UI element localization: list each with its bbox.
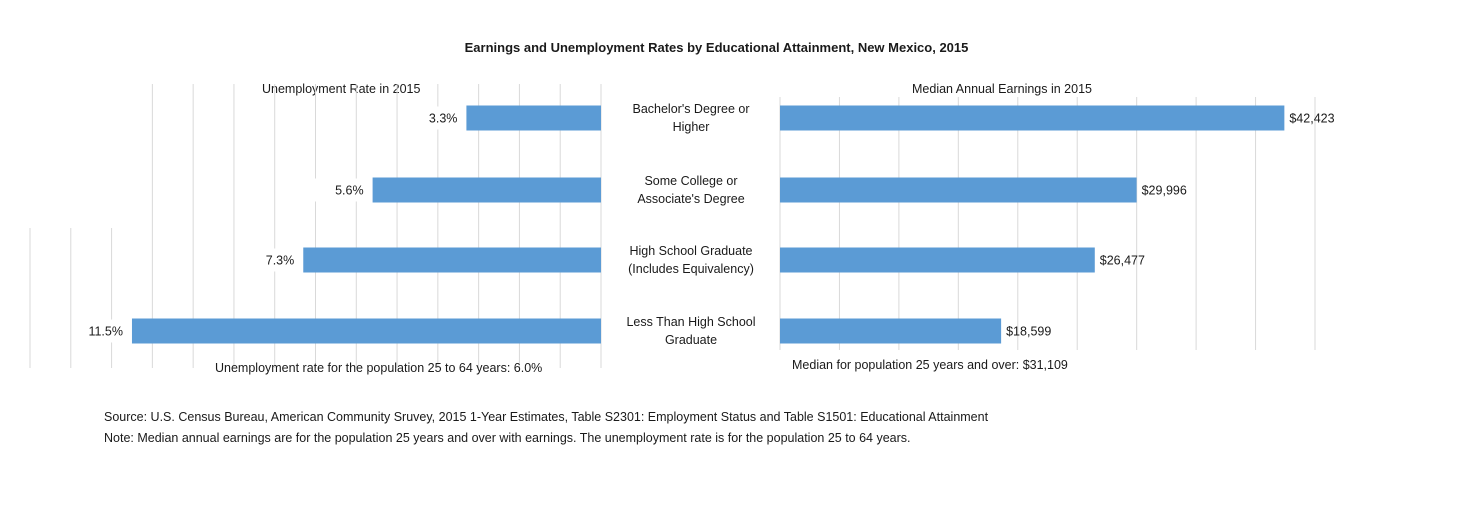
unemployment-data-label: 7.3% — [266, 254, 295, 268]
earnings-bar — [780, 177, 1137, 203]
unemployment-panel-title: Unemployment Rate in 2015 — [262, 82, 421, 96]
earnings-data-label: $42,423 — [1289, 112, 1334, 126]
unemployment-data-label: 11.5% — [88, 325, 123, 339]
unemployment-bar — [303, 247, 601, 273]
data-label-background — [243, 248, 300, 272]
data-label-background — [312, 178, 369, 202]
earnings-data-label: $26,477 — [1100, 254, 1145, 268]
footnote: Note: Median annual earnings are for the… — [104, 431, 911, 445]
source-note: Source: U.S. Census Bureau, American Com… — [104, 410, 989, 424]
earnings-data-label: $18,599 — [1006, 325, 1051, 339]
data-label-background — [71, 319, 128, 343]
earnings-panel-title: Median Annual Earnings in 2015 — [912, 82, 1092, 96]
unemployment-data-label: 3.3% — [429, 112, 458, 126]
category-label: Less Than High School Graduate — [626, 315, 755, 347]
category-label: Bachelor's Degree or Higher — [632, 102, 749, 134]
category-labels: Bachelor's Degree or Higher Some College o… — [626, 102, 755, 347]
unemployment-overall-note: Unemployment rate for the population 25 … — [215, 361, 543, 375]
unemployment-bar — [131, 318, 601, 344]
chart-title: Earnings and Unemployment Rates by Educa… — [464, 40, 969, 55]
earnings-bar — [780, 105, 1285, 131]
unemployment-bar — [372, 177, 601, 203]
earnings-bars: $42,423 $29,996 $26,477 $18,599 — [780, 105, 1335, 344]
earnings-overall-note: Median for population 25 years and over:… — [792, 358, 1068, 372]
unemployment-data-label: 5.6% — [335, 184, 364, 198]
data-label-background — [406, 106, 463, 130]
unemployment-bars: 3.3% 5.6% 7.3% 11.5% — [71, 105, 601, 344]
earnings-gridlines — [779, 97, 1316, 350]
earnings-data-label: $29,996 — [1142, 184, 1187, 198]
earnings-bar — [780, 318, 1002, 344]
earnings-bar — [780, 247, 1095, 273]
category-label: Some College or Associate's Degree — [637, 174, 744, 206]
unemployment-bar — [466, 105, 601, 131]
category-label: High School Graduate (Includes Equivalenc… — [628, 244, 754, 276]
